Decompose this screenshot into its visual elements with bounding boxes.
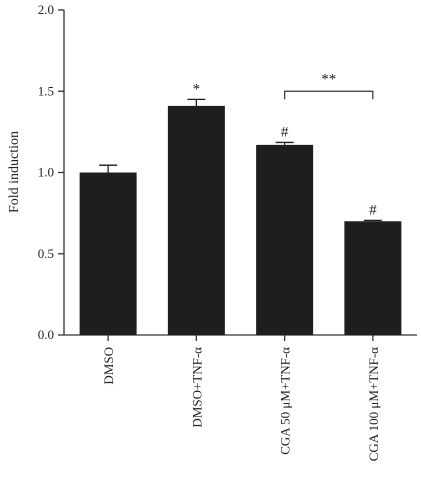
bar-2 [167, 105, 225, 335]
bars [79, 98, 402, 335]
x-tick-label: CGA 100 μM+TNF-α [366, 347, 381, 461]
bracket-label: ** [321, 71, 336, 87]
significance-marker-4: # [369, 202, 377, 218]
x-tick-label: CGA 50 μM+TNF-α [278, 347, 293, 455]
y-tick-label: 1.0 [38, 165, 54, 180]
bar-1 [79, 172, 137, 335]
y-tick-label: 2.0 [38, 2, 54, 17]
significance-marker-2: * [193, 81, 201, 97]
comparison-bracket [284, 90, 374, 100]
bar-3 [256, 144, 314, 335]
y-tick-label: 0.0 [38, 327, 54, 342]
y-axis-title: Fold induction [7, 131, 22, 213]
y-axis: 0.0 0.5 1.0 1.5 2.0 [38, 2, 65, 342]
x-tick-label: DMSO+TNF-α [189, 347, 204, 428]
significance-marker-3: # [281, 124, 289, 140]
bar-4 [344, 221, 402, 335]
x-tick-label: DMSO [101, 347, 116, 385]
annotations: * # # ** [193, 71, 378, 218]
y-tick-label: 1.5 [38, 83, 54, 98]
x-axis: DMSO DMSO+TNF-α CGA 50 μM+TNF-α CGA 100 μM+… [64, 334, 417, 461]
y-tick-label: 0.5 [38, 246, 54, 261]
